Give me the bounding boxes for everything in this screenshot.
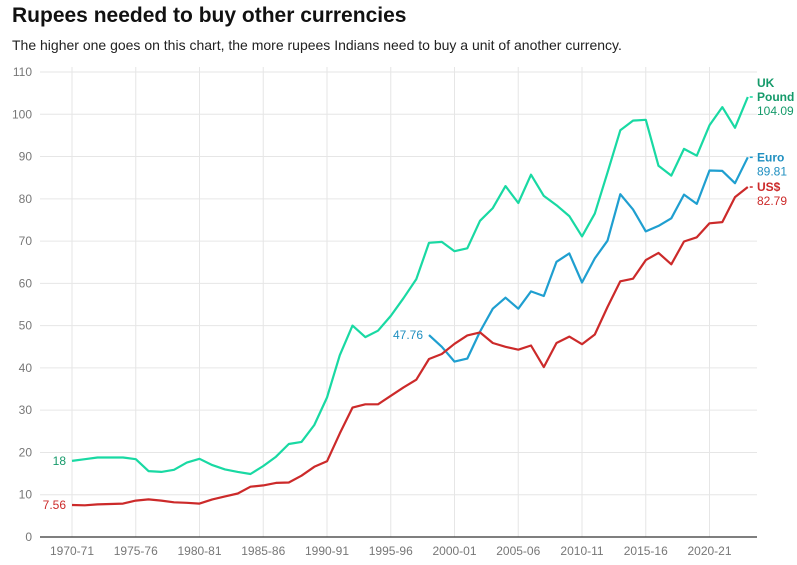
y-tick-label: 40 — [19, 361, 33, 375]
x-tick-label: 1985-86 — [241, 544, 285, 558]
series-line-us — [71, 186, 749, 507]
x-tick-label: 1980-81 — [177, 544, 221, 558]
x-tick-label: 1970-71 — [50, 544, 94, 558]
end-value-label: 82.79 — [757, 194, 787, 208]
chart-subtitle: The higher one goes on this chart, the m… — [12, 37, 622, 53]
x-tick-label: 1990-91 — [305, 544, 349, 558]
chart-title: Rupees needed to buy other currencies — [12, 4, 407, 27]
series-name-label: UK — [757, 76, 775, 90]
x-tick-label: 2000-01 — [432, 544, 476, 558]
x-tick-label: 1995-96 — [369, 544, 413, 558]
start-value-label: 7.56 — [43, 498, 67, 512]
series-name-label: Euro — [757, 150, 784, 164]
y-tick-label: 60 — [19, 276, 33, 290]
y-tick-label: 110 — [13, 65, 32, 79]
y-tick-label: 50 — [19, 319, 33, 333]
y-tick-label: 10 — [19, 488, 33, 502]
start-value-label: 47.76 — [393, 328, 423, 342]
x-tick-label: 2005-06 — [496, 544, 540, 558]
y-tick-label: 70 — [19, 234, 33, 248]
x-tick-label: 1975-76 — [114, 544, 158, 558]
end-value-label: 104.09 — [757, 104, 794, 118]
series-name-label: US$ — [757, 180, 781, 194]
y-tick-label: 0 — [25, 530, 32, 544]
x-tick-label: 2010-11 — [560, 544, 603, 558]
y-tick-label: 100 — [12, 107, 32, 121]
y-tick-label: 80 — [19, 192, 33, 206]
series-name-label: Pound — [757, 90, 794, 104]
end-value-label: 89.81 — [757, 164, 787, 178]
series-line-ukpound — [71, 96, 749, 476]
x-tick-label: 2020-21 — [687, 544, 731, 558]
x-tick-label: 2015-16 — [624, 544, 668, 558]
y-tick-label: 90 — [19, 150, 33, 164]
y-tick-label: 30 — [19, 403, 33, 417]
start-value-label: 18 — [53, 454, 67, 468]
series-line-euro — [428, 156, 749, 363]
y-tick-label: 20 — [19, 445, 33, 459]
